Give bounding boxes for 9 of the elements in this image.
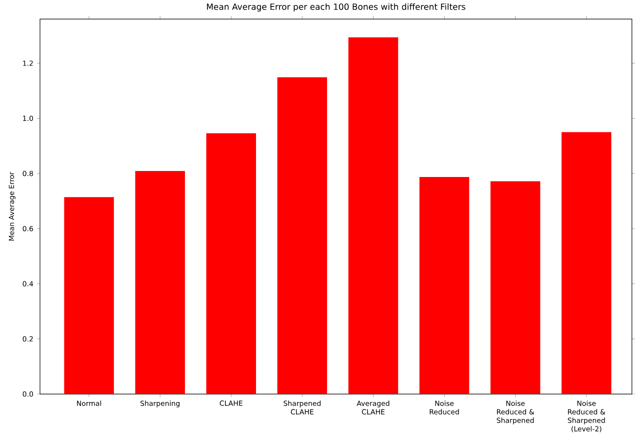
bar — [206, 133, 256, 394]
bar — [348, 37, 398, 394]
bar — [490, 181, 540, 394]
bar — [277, 77, 328, 394]
bar — [64, 197, 114, 394]
chart-title: Mean Average Error per each 100 Bones with different Filters — [206, 4, 466, 12]
bar — [562, 132, 612, 394]
bar — [419, 177, 470, 394]
bar — [135, 171, 185, 394]
